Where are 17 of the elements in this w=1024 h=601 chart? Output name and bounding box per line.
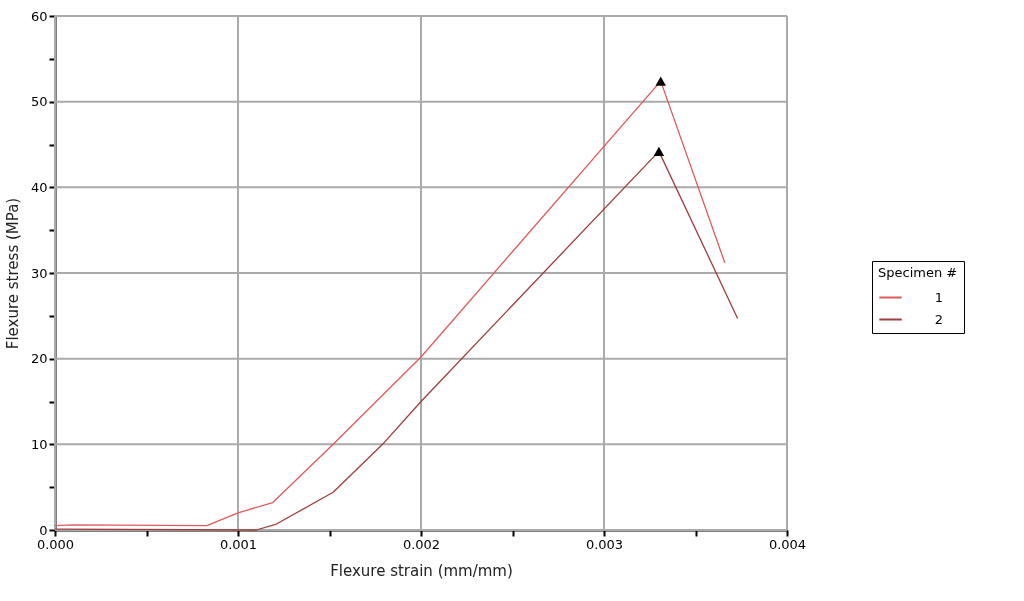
y-tick-label: 60 <box>30 8 48 24</box>
text: 1 <box>934 289 943 305</box>
y-tick-label: 50 <box>30 94 48 110</box>
y-tick-label: 40 <box>30 179 48 195</box>
x-tick-label: 0.000 <box>36 536 75 552</box>
y-axis-title: Flexure stress (MPa) <box>3 197 22 350</box>
x-tick-label: 0.004 <box>768 536 807 552</box>
x-tick-label: 0.002 <box>402 536 441 552</box>
legend-title: Specimen # <box>878 265 958 280</box>
x-tick-label: 0.001 <box>219 536 258 552</box>
y-tick-label: 30 <box>30 265 48 281</box>
x-axis-title: Flexure strain (mm/mm) <box>330 561 513 580</box>
y-tick-label: 10 <box>30 436 48 452</box>
x-tick-label: 0.003 <box>585 536 624 552</box>
text: 2 <box>934 311 943 327</box>
y-tick-label: 0 <box>39 522 48 538</box>
y-tick-label: 20 <box>30 351 48 367</box>
